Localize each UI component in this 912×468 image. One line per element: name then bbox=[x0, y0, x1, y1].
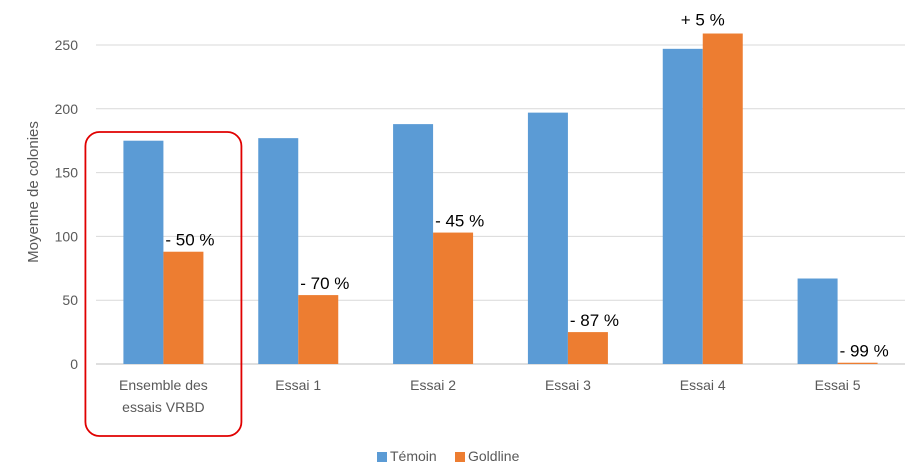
bar-tmoin-4 bbox=[527, 112, 568, 365]
bar-tmoin-2 bbox=[258, 138, 299, 364]
data-label: - 50 % bbox=[165, 231, 214, 250]
legend-label: Témoin bbox=[390, 448, 437, 464]
data-labels: - 50 % - 70 % - 45 % - 87 % + 5 % - 99 % bbox=[165, 11, 888, 361]
y-tick-label: 50 bbox=[62, 292, 78, 308]
bar-tmoin-6 bbox=[797, 278, 838, 364]
y-tick-label: 250 bbox=[55, 37, 79, 53]
data-label: - 70 % bbox=[300, 274, 349, 293]
bar-tmoin-5 bbox=[662, 48, 703, 364]
bar-goldline-6 bbox=[837, 362, 878, 364]
x-category-label: Essai 5 bbox=[815, 377, 861, 393]
x-category-label: essais VRBD bbox=[122, 399, 204, 415]
bar-goldline-1 bbox=[163, 251, 204, 364]
data-label: - 45 % bbox=[435, 212, 484, 231]
bar-goldline-3 bbox=[433, 232, 474, 364]
y-axis-ticks: 0 50 100 150 200 250 bbox=[55, 37, 79, 372]
x-category-label: Essai 3 bbox=[545, 377, 591, 393]
gridlines bbox=[96, 44, 905, 365]
bar-goldline-4 bbox=[567, 332, 608, 364]
data-label: + 5 % bbox=[681, 11, 725, 30]
y-tick-label: 0 bbox=[70, 356, 78, 372]
x-category-label: Essai 4 bbox=[680, 377, 726, 393]
x-axis-categories: Ensemble des essais VRBD Essai 1 Essai 2 Ess… bbox=[119, 377, 861, 415]
data-label: - 99 % bbox=[840, 342, 889, 361]
x-category-label: Essai 1 bbox=[275, 377, 321, 393]
y-tick-label: 150 bbox=[55, 165, 79, 181]
y-axis-title: Moyenne de colonies bbox=[25, 121, 42, 263]
bar-tmoin-1 bbox=[123, 140, 164, 364]
x-category-label: Essai 2 bbox=[410, 377, 456, 393]
bars bbox=[123, 33, 878, 365]
bar-tmoin-3 bbox=[393, 124, 434, 364]
legend: Témoin Goldline bbox=[377, 448, 520, 464]
legend-swatch bbox=[455, 452, 465, 462]
legend-label: Goldline bbox=[468, 448, 520, 464]
bar-goldline-2 bbox=[298, 295, 339, 364]
data-label: - 87 % bbox=[570, 311, 619, 330]
bar-goldline-5 bbox=[702, 33, 743, 365]
highlight-box bbox=[84, 131, 243, 437]
y-tick-label: 200 bbox=[55, 101, 79, 117]
y-tick-label: 100 bbox=[55, 228, 79, 244]
legend-swatch bbox=[377, 452, 387, 462]
x-category-label: Ensemble des bbox=[119, 377, 208, 393]
